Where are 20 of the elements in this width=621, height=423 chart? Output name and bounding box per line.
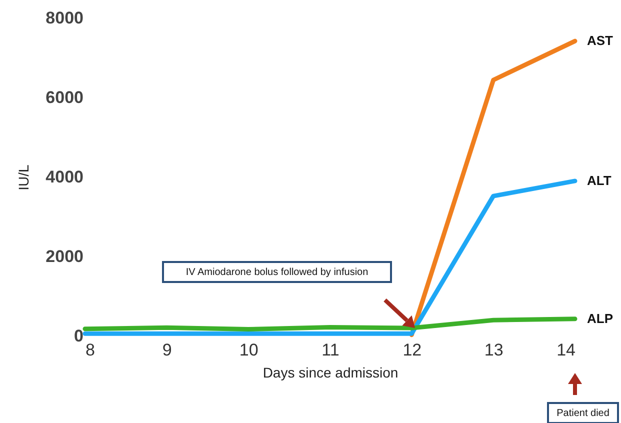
y-tick-label: 6000 — [46, 88, 84, 107]
series-label: ALP — [587, 310, 614, 326]
y-tick-label: 2000 — [46, 247, 84, 266]
series-label: ALT — [587, 172, 612, 188]
y-tick-label: 4000 — [46, 168, 84, 186]
y-tick-label: 0 — [74, 326, 84, 346]
x-axis-title: Days since admission — [262, 364, 398, 380]
x-tick-label: 14 — [556, 340, 576, 360]
y-axis-title: IU/L — [16, 164, 32, 190]
x-tick-label: 11 — [322, 340, 340, 360]
annotation: IV Amiodarone bolus followed by infusion — [186, 267, 368, 278]
x-tick-label: 13 — [484, 340, 504, 360]
text: Patient died — [556, 408, 610, 419]
y-tick-label: 8000 — [46, 8, 84, 28]
x-tick-label: 8 — [86, 340, 95, 360]
x-tick-label: 12 — [402, 340, 422, 360]
x-tick-label: 9 — [162, 340, 172, 360]
line-series — [82, 316, 578, 332]
x-tick-label: 10 — [239, 340, 258, 360]
series-label: AST — [587, 33, 614, 48]
